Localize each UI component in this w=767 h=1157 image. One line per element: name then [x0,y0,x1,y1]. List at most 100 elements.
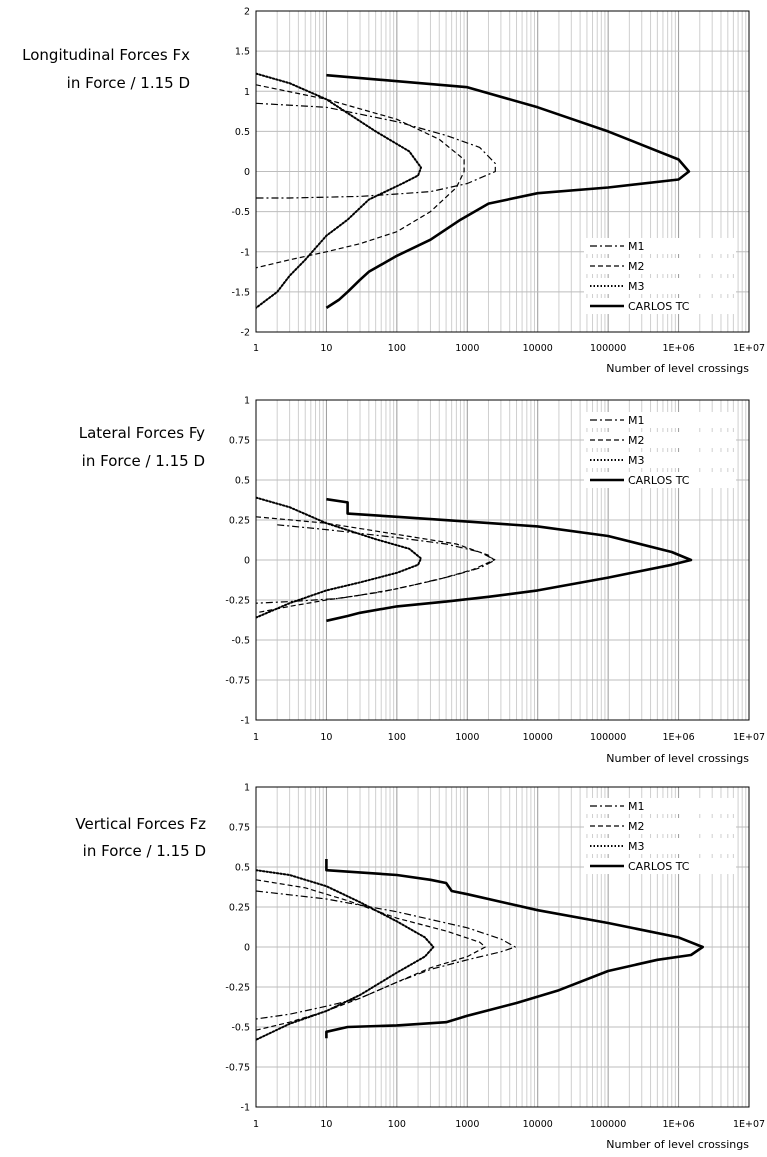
x-tick-label: 10000 [523,732,553,743]
legend: M1 M2 M3 CARLOS TC [584,412,736,488]
x-tick-label: 1000 [455,1119,479,1130]
series-line-m3 [256,496,422,619]
series-line-carlos-tc [326,497,693,623]
series-line-m2 [256,879,486,1031]
legend-background [584,798,736,814]
series-line-m1 [256,890,516,1020]
plot-frame [255,10,750,333]
legend-label: M2 [628,434,645,447]
legend-background [584,238,736,254]
y-tick-label: 1 [244,87,250,98]
legend-background [584,412,736,428]
legend-background [584,838,736,854]
x-tick-label: 100000 [590,732,626,743]
y-tick-label: -0.75 [225,1063,250,1074]
chart-panel-1: 21.510.50-0.5-1-1.5-21 10 100 1000 10000 1000… [22,7,765,376]
y-tick-label: -0.5 [231,1023,250,1034]
x-tick-label: 100000 [590,1119,626,1130]
x-tick-label: 1 [253,732,259,743]
chart-title-line: Lateral Forces Fy [79,424,205,442]
y-tick-label: -0.75 [225,676,250,687]
series-line-m1 [256,524,496,604]
legend: M1 M2 M3 CARLOS TC [584,238,736,314]
legend-background [584,258,736,274]
legend-label: M1 [628,240,645,253]
chart-title-line: in Force / 1.15 D [83,842,206,860]
legend-label: M3 [628,280,645,293]
legend-background [584,432,736,448]
series-line-m2 [256,84,465,269]
x-tick-label: 1 [253,343,259,354]
chart-title-line: in Force / 1.15 D [82,452,205,470]
y-tick-label: 0.75 [229,823,250,834]
x-tick-label: 100000 [590,343,626,354]
legend-background [584,278,736,294]
series-line-m1 [256,102,496,199]
legend-label: M3 [628,454,645,467]
grid [255,10,749,333]
y-tick-label: 0 [244,556,250,567]
x-tick-label: 1E+07 [733,343,765,354]
series-group [256,72,691,309]
x-tick-label: 1000 [455,343,479,354]
series-line-m3 [256,72,422,309]
y-tick-label: 2 [244,7,250,18]
y-tick-label: -1 [241,1103,250,1114]
y-tick-label: 0.25 [229,903,250,914]
legend-label: M2 [628,260,645,273]
y-tick-label: 1.5 [235,47,250,58]
y-tick-label: -0.5 [231,207,250,218]
y-tick-label: 0.75 [229,436,250,447]
grid [255,786,749,1108]
legend: M1 M2 M3 CARLOS TC [584,798,736,874]
x-tick-label: 10000 [523,1119,553,1130]
chart-panel-3: 10.750.50.250-0.25-0.5-0.75-11 10 100 1000 1… [75,783,765,1152]
legend-background [584,452,736,468]
x-axis-label: Number of level crossings [606,1138,749,1151]
y-tick-label: -0.5 [231,636,250,647]
y-tick-label: -0.25 [225,983,250,994]
y-tick-label: 1 [244,396,250,407]
x-tick-label: 1E+06 [663,732,695,743]
y-tick-label: 0.25 [229,516,250,527]
legend-background [584,298,736,314]
series-line-m2 [256,516,495,614]
chart-title-line: in Force / 1.15 D [67,74,190,92]
x-tick-label: 100 [388,732,406,743]
chart-panel-2: 10.750.50.250-0.25-0.5-0.75-11 10 100 1000 1… [79,396,765,766]
x-tick-label: 10 [320,1119,332,1130]
x-axis-label: Number of level crossings [606,752,749,765]
x-tick-label: 10000 [523,343,553,354]
y-tick-label: 0.5 [235,127,250,138]
series-line-carlos-tc [325,859,704,1039]
x-tick-label: 1 [253,1119,259,1130]
x-tick-label: 10 [320,343,332,354]
x-tick-label: 1E+07 [733,1119,765,1130]
legend-label: M3 [628,840,645,853]
series-line-carlos-tc [325,73,691,309]
x-tick-label: 1E+06 [663,343,695,354]
y-tick-label: 0 [244,167,250,178]
chart-title-line: Longitudinal Forces Fx [22,46,190,64]
legend-background [584,818,736,834]
y-tick-label: 0.5 [235,863,250,874]
x-tick-label: 1E+06 [663,1119,695,1130]
y-tick-label: 0 [244,943,250,954]
legend-background [584,472,736,488]
x-axis-label: Number of level crossings [606,362,749,375]
x-tick-label: 10 [320,732,332,743]
y-tick-label: -1 [241,716,250,727]
series-group [256,496,693,623]
x-tick-label: 100 [388,1119,406,1130]
legend-label: M1 [628,800,645,813]
plot-frame [255,399,750,721]
x-tick-label: 1000 [455,732,479,743]
x-tick-label: 1E+07 [733,732,765,743]
chart-title-line: Vertical Forces Fz [75,815,206,833]
legend-label: CARLOS TC [628,860,690,873]
series-line-m3 [256,869,435,1041]
x-tick-label: 100 [388,343,406,354]
y-tick-label: -2 [241,328,250,339]
y-tick-label: -0.25 [225,596,250,607]
